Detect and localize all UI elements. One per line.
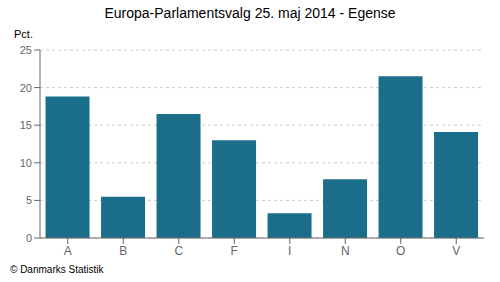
html-text:Pct.: Pct. [14, 28, 33, 40]
svg-text:B: B [119, 244, 127, 258]
svg-text:F: F [231, 244, 238, 258]
html-text:Europa-Parlamentsvalg 25. maj: Europa-Parlamentsvalg 25. maj 2014 - Ege… [104, 5, 396, 21]
svg-text:N: N [341, 244, 350, 258]
html-text:© Danmarks Statistik: © Danmarks Statistik [10, 264, 104, 275]
svg-text:A: A [64, 244, 72, 258]
svg-text:I: I [288, 244, 291, 258]
svg-text:25: 25 [20, 44, 32, 56]
svg-text:10: 10 [20, 157, 32, 169]
svg-text:C: C [174, 244, 183, 258]
svg-text:20: 20 [20, 82, 32, 94]
svg-text:O: O [396, 244, 405, 258]
svg-text:0: 0 [26, 232, 32, 244]
svg-text:15: 15 [20, 119, 32, 131]
svg-text:5: 5 [26, 194, 32, 206]
svg-text:V: V [452, 244, 460, 258]
